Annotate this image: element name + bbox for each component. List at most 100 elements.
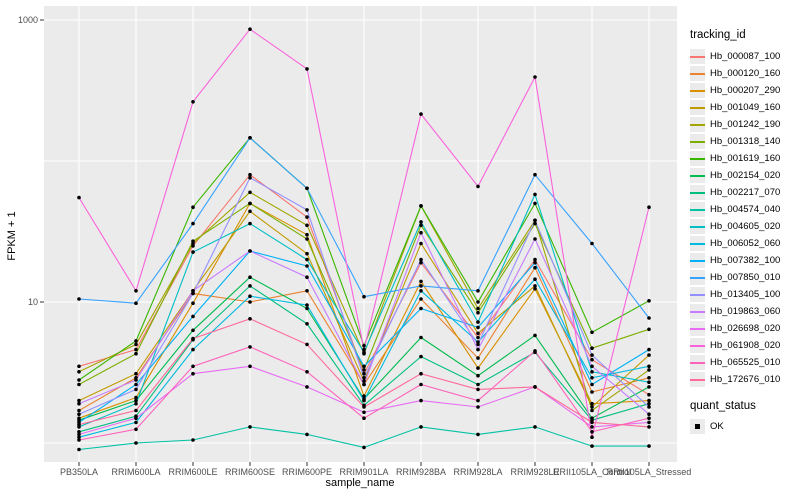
legend-label-quant-ok: OK (710, 421, 724, 432)
legend-label: Hb_000207_290 (710, 85, 781, 96)
data-point (590, 435, 594, 440)
data-point (590, 353, 594, 357)
x-tick-label-RRIM600LA: RRIM600LA (111, 467, 161, 477)
data-point (419, 230, 423, 235)
data-point (533, 201, 537, 206)
data-point (362, 343, 366, 348)
y-axis-title: FPKM + 1 (6, 211, 18, 261)
data-point (191, 100, 195, 104)
data-point (77, 412, 81, 417)
data-point (191, 336, 195, 341)
data-point (419, 382, 423, 387)
data-point (77, 398, 81, 403)
data-point (248, 221, 252, 226)
data-point (134, 427, 138, 432)
data-point (305, 306, 309, 311)
data-point (419, 220, 423, 224)
legend-key-swatch (690, 185, 705, 200)
legend-key-swatch (690, 168, 705, 183)
legend-item-Hb_002154_020: Hb_002154_020 (690, 167, 780, 184)
legend-label: Hb_007382_100 (710, 255, 781, 266)
data-point (305, 342, 309, 347)
legend-key-swatch (690, 100, 705, 115)
data-point (362, 294, 366, 299)
legend-key-swatch (690, 83, 705, 98)
legend-label: Hb_006052_060 (710, 238, 781, 249)
data-point (134, 398, 138, 403)
legend-key-swatch (690, 355, 705, 370)
legend-item-Hb_001242_190: Hb_001242_190 (690, 116, 780, 133)
x-tick-label-RRIM901LA: RRIM901LA (339, 467, 389, 477)
data-point (77, 364, 81, 369)
legend-label: Hb_001049_160 (710, 102, 781, 113)
data-point (476, 289, 480, 293)
legend-label: Hb_000087_100 (710, 51, 781, 62)
data-point (419, 371, 423, 376)
data-point (191, 291, 195, 296)
data-point (476, 184, 480, 189)
data-point (134, 387, 138, 392)
y-tick-label-10: 10 (27, 296, 38, 307)
data-point (647, 316, 651, 320)
data-point (362, 368, 366, 372)
data-point (77, 430, 81, 434)
x-tick-label-RRIM600PE: RRIM600PE (281, 467, 333, 477)
data-point (191, 250, 195, 254)
data-point (647, 392, 651, 397)
legend-label: Hb_002154_020 (710, 170, 781, 181)
data-point (305, 251, 309, 256)
data-point (476, 398, 480, 403)
data-point (362, 364, 366, 369)
legend-key-line-icon (690, 225, 705, 228)
legend-key-swatch (690, 338, 705, 353)
data-point (134, 408, 138, 413)
data-point (476, 310, 480, 315)
data-point (419, 289, 423, 293)
data-point (134, 289, 138, 293)
data-point (533, 260, 537, 265)
data-point (362, 405, 366, 409)
data-point (77, 378, 81, 382)
legend-item-Hb_065525_010: Hb_065525_010 (690, 354, 780, 371)
legend-key-line-icon (690, 361, 705, 364)
data-point (77, 195, 81, 200)
legend-key-line-icon (690, 191, 705, 194)
data-point (191, 371, 195, 376)
data-point (248, 317, 252, 321)
data-point (647, 368, 651, 372)
x-tick-label-RRIM928BA: RRIM928BA (395, 467, 447, 477)
legend-label: Hb_001242_190 (710, 119, 781, 130)
legend-title-quant-status: quant_status (690, 400, 756, 412)
x-tick-label-RRIM928LE: RRIM928LE (510, 467, 560, 477)
data-point (77, 370, 81, 374)
data-point (533, 257, 537, 262)
x-tick-label-RRIM928LA: RRIM928LA (453, 467, 503, 477)
legend-key-swatch (690, 66, 705, 81)
legend-label: Hb_026698_020 (710, 323, 781, 334)
data-point (305, 237, 309, 241)
data-point (134, 401, 138, 406)
data-point (191, 289, 195, 293)
data-point (77, 447, 81, 452)
data-point (248, 190, 252, 195)
data-point (191, 328, 195, 333)
data-point (305, 264, 309, 268)
data-point (476, 347, 480, 352)
legend-key-line-icon (690, 208, 705, 211)
legend-label: Hb_061908_020 (710, 340, 781, 351)
data-point (248, 425, 252, 429)
data-point (362, 371, 366, 376)
data-point (647, 385, 651, 389)
legend-title-tracking-id: tracking_id (690, 29, 746, 41)
data-point (362, 379, 366, 383)
legend-label: Hb_001318_140 (710, 136, 781, 147)
x-tick-label-RRII105LA_Stressed: RRII105LA_Stressed (606, 467, 692, 477)
data-point (476, 306, 480, 311)
data-point (248, 249, 252, 253)
data-point (305, 370, 309, 374)
legend-key-line-icon (690, 276, 705, 279)
legend-item-Hb_061908_020: Hb_061908_020 (690, 337, 780, 354)
legend-label: Hb_004605_020 (710, 221, 781, 232)
legend-key-quant (690, 419, 705, 434)
data-point (647, 420, 651, 425)
